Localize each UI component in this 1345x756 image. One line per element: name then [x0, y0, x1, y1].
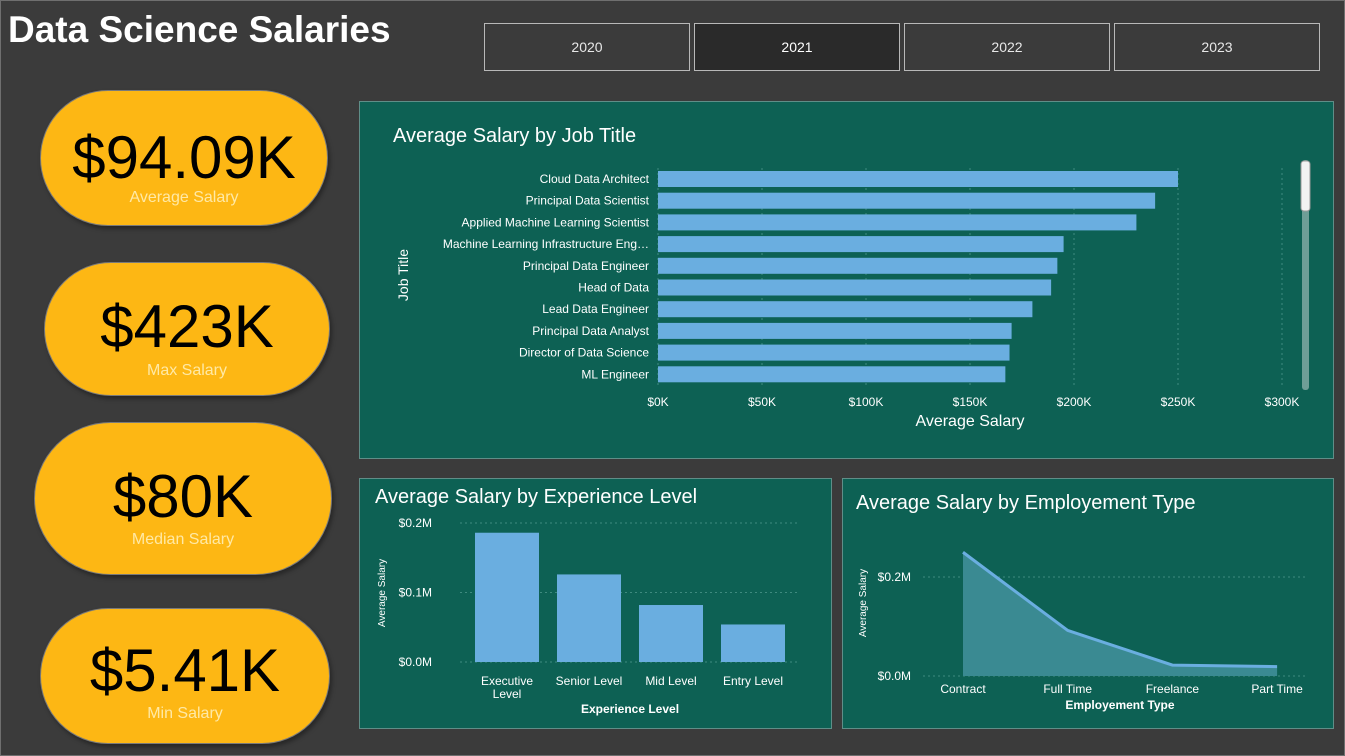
kpi-label: Max Salary	[146, 362, 228, 379]
x-tick-label: $0K	[647, 395, 668, 409]
scrollbar-thumb	[1300, 160, 1311, 212]
y-tick-label: ML Engineer	[581, 367, 649, 381]
kpi-value: $5.41K	[89, 637, 281, 704]
kpi-value: $94.09K	[72, 124, 296, 191]
x-axis-label: Experience Level	[581, 702, 679, 716]
scrollbar-track	[1302, 160, 1309, 390]
x-tick-label: $200K	[1057, 395, 1092, 409]
bar	[557, 574, 621, 662]
y-tick-label: $0.2M	[399, 516, 432, 530]
kpi-max-salary: $423K Max Salary	[44, 262, 330, 396]
bar	[639, 605, 703, 662]
y-tick-label: Head of Data	[578, 281, 649, 295]
bar	[658, 279, 1052, 296]
kpi-value: $423K	[100, 293, 274, 360]
year-button-2020[interactable]: 2020	[484, 23, 690, 71]
kpi-min-salary: $5.41K Min Salary	[40, 608, 330, 744]
kpi-label: Median Salary	[131, 531, 235, 548]
x-tick-label: Level	[493, 687, 522, 701]
y-tick-label: Machine Learning Infrastructure Eng…	[443, 237, 649, 251]
y-axis-label: Average Salary	[377, 559, 388, 627]
x-tick-label: Part Time	[1251, 682, 1303, 696]
bar	[475, 532, 539, 662]
bar	[658, 301, 1033, 318]
x-axis-label: Average Salary	[915, 413, 1024, 430]
x-tick-label: Full Time	[1043, 682, 1092, 696]
y-tick-label: Principal Data Analyst	[532, 324, 649, 338]
x-tick-label: Senior Level	[556, 674, 623, 688]
employment-chart-panel: Average Salary by Employement Type $0.0M…	[842, 478, 1334, 729]
y-tick-label: Lead Data Engineer	[542, 302, 649, 316]
kpi-value: $80K	[112, 463, 254, 530]
x-axis-label: Employement Type	[1065, 698, 1174, 712]
bar	[658, 322, 1012, 339]
chart-title: Average Salary by Experience Level	[375, 486, 698, 508]
series-line	[962, 551, 1278, 669]
x-tick-label: $150K	[953, 395, 988, 409]
bar	[658, 214, 1137, 231]
kpi-average-salary: $94.09K Average Salary	[40, 90, 328, 226]
experience-chart-panel: Average Salary by Experience Level $0.0M…	[359, 478, 832, 729]
year-button-2021[interactable]: 2021	[694, 23, 900, 71]
year-button-2022[interactable]: 2022	[904, 23, 1110, 71]
job-title-chart-panel: Average Salary by Job Title $0K $50K $100K…	[359, 101, 1334, 459]
kpi-label: Min Salary	[147, 705, 223, 722]
y-tick-label: $0.0M	[878, 669, 911, 683]
job-title-chart: $0K $50K $100K $150K $200K $250K $300K Cloud Da…	[395, 160, 1311, 430]
y-tick-label: Cloud Data Architect	[540, 172, 650, 186]
y-tick-label: Principal Data Engineer	[523, 259, 649, 273]
x-tick-label: Executive	[481, 674, 533, 688]
y-axis-label: Job Title	[395, 249, 411, 301]
bar	[721, 624, 785, 662]
bar	[658, 257, 1058, 274]
x-tick-label: $50K	[748, 395, 776, 409]
x-tick-label: $250K	[1161, 395, 1196, 409]
chart-title: Average Salary by Job Title	[393, 125, 637, 147]
kpi-median-salary: $80K Median Salary	[34, 422, 332, 575]
kpi-label: Average Salary	[129, 189, 239, 206]
area-fill	[963, 552, 1278, 676]
x-tick-label: Entry Level	[723, 674, 783, 688]
bar	[658, 344, 1010, 361]
bar	[658, 236, 1064, 253]
y-tick-label: Principal Data Scientist	[526, 194, 650, 208]
x-tick-label: $100K	[849, 395, 884, 409]
y-tick-label: $0.1M	[399, 586, 432, 600]
chart-title: Average Salary by Employement Type	[856, 492, 1196, 514]
employment-type-chart: $0.0M $0.2M Contract Full Time Freelance Part…	[858, 551, 1307, 712]
y-tick-label: Director of Data Science	[519, 346, 649, 360]
x-tick-label: Freelance	[1146, 682, 1200, 696]
bar	[658, 171, 1178, 187]
page-title: Data Science Salaries	[8, 9, 391, 50]
bar	[658, 192, 1156, 209]
x-tick-label: Mid Level	[645, 674, 696, 688]
year-button-2023[interactable]: 2023	[1114, 23, 1320, 71]
y-tick-label: $0.2M	[878, 570, 911, 584]
y-tick-label: $0.0M	[399, 655, 432, 669]
x-tick-label: $300K	[1265, 395, 1300, 409]
y-axis-label: Average Salary	[858, 569, 869, 637]
y-tick-label: Applied Machine Learning Scientist	[462, 215, 650, 229]
x-tick-label: Contract	[940, 682, 986, 696]
bar	[658, 366, 1006, 383]
